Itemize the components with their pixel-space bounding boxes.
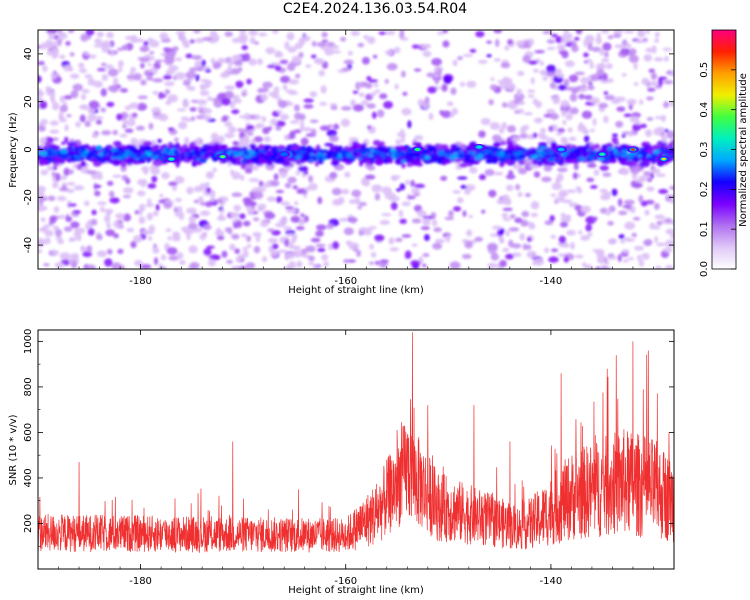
colorbar: 0.0 0.1 0.2 0.3 0.4 0.5 Normalized spectral a… — [699, 29, 749, 277]
spectrogram-panel: -180 -160 -140 -40 -20 0 20 40 Height of straig… — [8, 29, 675, 296]
spectrogram-y-tick-label: -20 — [23, 189, 34, 205]
spectrogram-hotspot — [600, 153, 605, 156]
spectrogram-hotspot — [415, 148, 420, 151]
spectrogram-x-axis-label: Height of straight line (km) — [288, 285, 424, 296]
spectrogram-hotspot — [630, 148, 635, 151]
snr-y-axis-label: SNR (10 * v/v) — [8, 414, 19, 485]
colorbar-tick-label: 0.4 — [699, 102, 710, 118]
snr-y-tick-label: 600 — [23, 423, 34, 442]
spectrogram-ticks: -180 -160 -140 -40 -20 0 20 40 — [23, 30, 675, 287]
spectrogram-hotspot — [169, 157, 174, 161]
snr-y-tick-label: 400 — [23, 468, 34, 487]
spectrogram-blobs — [38, 30, 674, 269]
snr-x-tick-label: -180 — [129, 576, 152, 587]
spectrogram-x-tick-label: -180 — [129, 276, 152, 287]
colorbar-tick-label: 0.3 — [699, 142, 710, 158]
snr-x-tick-label: -160 — [334, 576, 357, 587]
snr-y-tick-label: 800 — [23, 377, 34, 396]
colorbar-tick-label: 0.0 — [699, 261, 710, 277]
colorbar-label: Normalized spectral amplitude — [738, 73, 749, 227]
snr-x-axis-label: Height of straight line (km) — [288, 585, 424, 596]
colorbar-ticks: 0.0 0.1 0.2 0.3 0.4 0.5 — [699, 62, 736, 277]
snr-y-tick-label: 200 — [23, 514, 34, 533]
spectrogram-hotspot — [220, 155, 225, 158]
snr-panel: -180 -160 -140 200 400 600 800 1000 Height of s… — [8, 329, 675, 596]
spectrogram-y-tick-label: 40 — [23, 48, 34, 61]
chart-title: C2E4.2024.136.03.54.R04 — [282, 1, 468, 17]
spectrogram-y-tick-label: 20 — [23, 95, 34, 108]
snr-ticks: -180 -160 -140 200 400 600 800 1000 — [23, 329, 675, 587]
snr-series-line — [38, 332, 674, 554]
spectrogram-x-tick-label: -160 — [334, 276, 357, 287]
spectrogram-hotspot — [661, 157, 666, 161]
colorbar-tick-label: 0.5 — [699, 62, 710, 78]
snr-x-tick-label: -140 — [540, 576, 563, 587]
spectrogram-hotspot — [477, 145, 482, 149]
spectrogram-y-tick-label: -40 — [23, 237, 34, 253]
spectrogram-x-tick-label: -140 — [540, 276, 563, 287]
snr-frame — [37, 329, 675, 570]
snr-y-tick-label: 1000 — [23, 329, 34, 354]
spectrogram-y-tick-label: 0 — [23, 146, 34, 152]
colorbar-tick-label: 0.1 — [699, 221, 710, 237]
colorbar-tick-label: 0.2 — [699, 181, 710, 197]
spectrogram-hotspot — [282, 153, 287, 156]
spectrogram-y-axis-label: Frequency (Hz) — [8, 112, 19, 188]
spectrogram-hotspot — [559, 148, 564, 151]
spectrogram-heatmap — [38, 30, 674, 269]
